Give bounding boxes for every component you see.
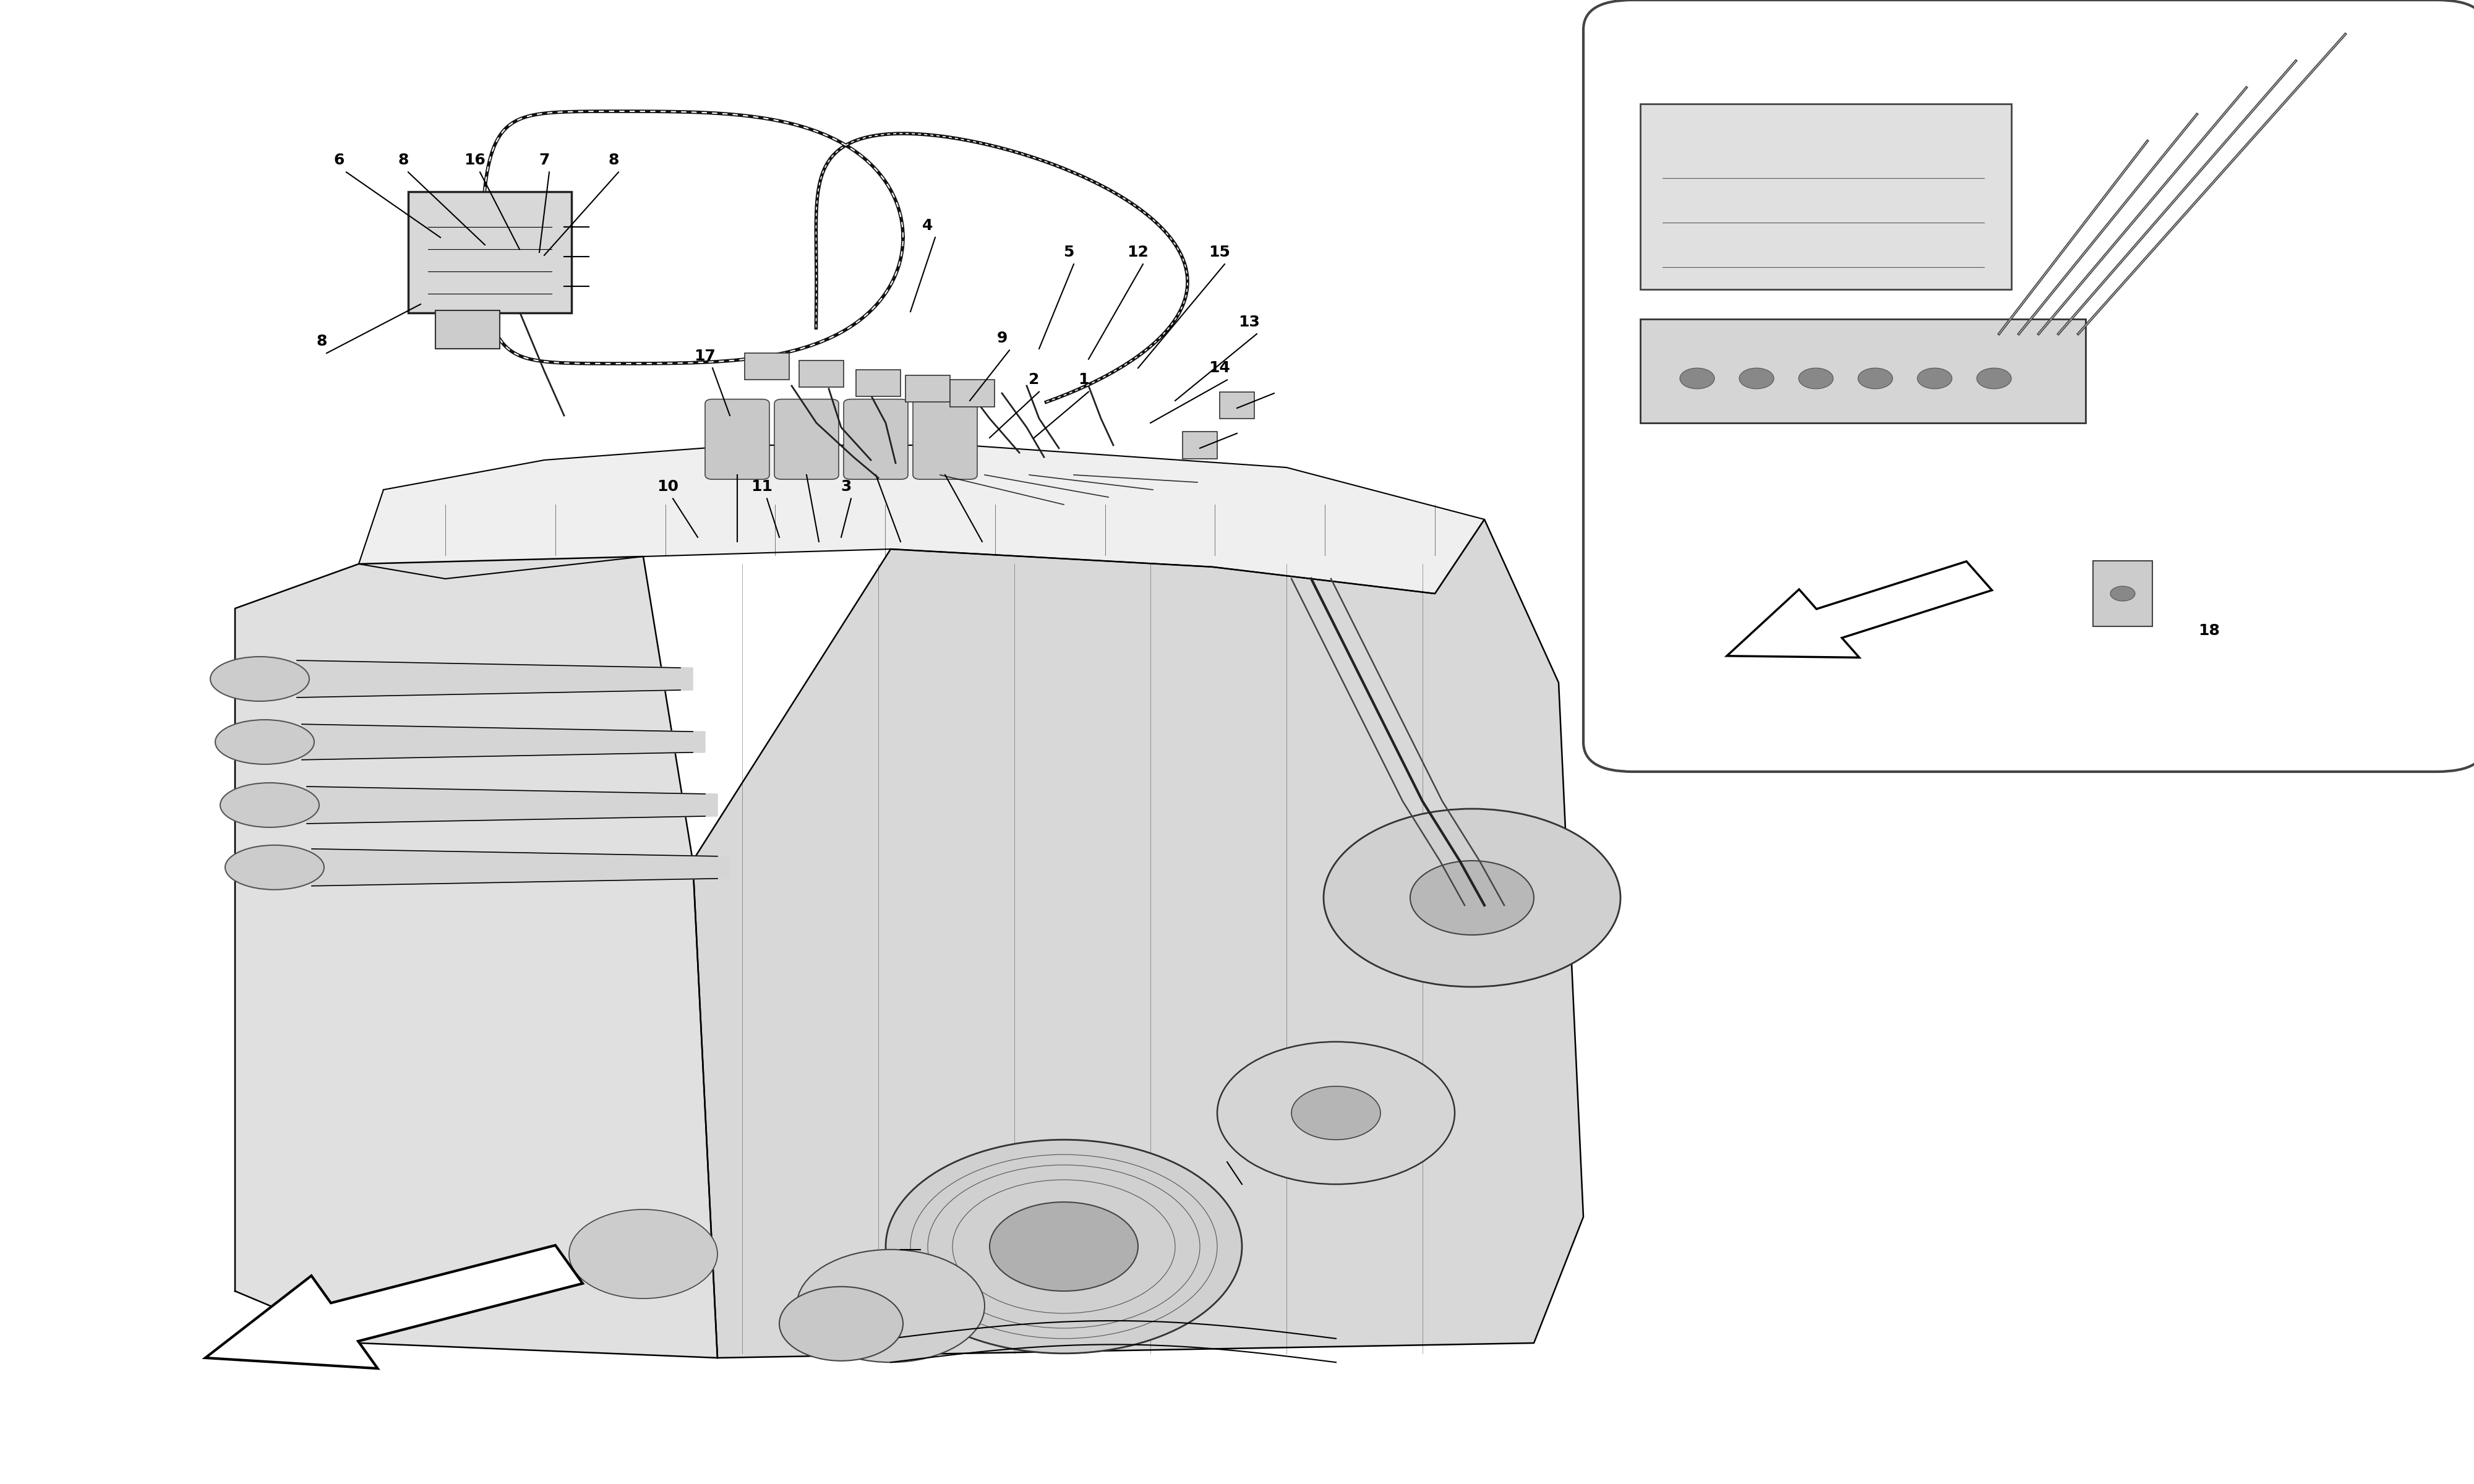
Text: 16: 16 bbox=[465, 153, 485, 168]
Text: 14: 14 bbox=[1210, 361, 1230, 375]
Ellipse shape bbox=[215, 720, 314, 764]
Text: 6: 6 bbox=[334, 153, 344, 168]
FancyBboxPatch shape bbox=[913, 399, 977, 479]
Text: 8: 8 bbox=[609, 153, 618, 168]
Polygon shape bbox=[235, 556, 717, 1358]
FancyBboxPatch shape bbox=[905, 375, 950, 402]
FancyBboxPatch shape bbox=[705, 399, 769, 479]
FancyBboxPatch shape bbox=[774, 399, 839, 479]
FancyBboxPatch shape bbox=[408, 191, 571, 313]
FancyBboxPatch shape bbox=[844, 399, 908, 479]
FancyBboxPatch shape bbox=[1640, 104, 2011, 289]
Circle shape bbox=[1858, 368, 1893, 389]
Text: 4: 4 bbox=[923, 218, 933, 233]
Polygon shape bbox=[359, 445, 1484, 594]
FancyBboxPatch shape bbox=[1183, 432, 1217, 459]
Polygon shape bbox=[302, 724, 705, 760]
Circle shape bbox=[569, 1209, 717, 1298]
Circle shape bbox=[1977, 368, 2011, 389]
FancyBboxPatch shape bbox=[856, 370, 901, 396]
Ellipse shape bbox=[220, 784, 319, 828]
Circle shape bbox=[2110, 586, 2135, 601]
Text: 1: 1 bbox=[1079, 372, 1089, 387]
FancyBboxPatch shape bbox=[950, 380, 995, 407]
Text: 11: 11 bbox=[752, 479, 772, 494]
Text: 8: 8 bbox=[398, 153, 408, 168]
Text: 15: 15 bbox=[1210, 245, 1230, 260]
Circle shape bbox=[1799, 368, 1833, 389]
Text: 9: 9 bbox=[997, 331, 1007, 346]
Polygon shape bbox=[312, 849, 730, 886]
Circle shape bbox=[1324, 809, 1620, 987]
Polygon shape bbox=[693, 519, 1583, 1358]
Circle shape bbox=[1917, 368, 1952, 389]
Text: 7: 7 bbox=[539, 153, 549, 168]
Polygon shape bbox=[307, 787, 717, 824]
FancyBboxPatch shape bbox=[745, 353, 789, 380]
Text: 10: 10 bbox=[658, 479, 678, 494]
Circle shape bbox=[990, 1202, 1138, 1291]
Text: 5: 5 bbox=[1064, 245, 1074, 260]
FancyBboxPatch shape bbox=[1640, 319, 2086, 423]
Text: 13: 13 bbox=[1239, 315, 1259, 329]
Text: 2: 2 bbox=[1029, 372, 1039, 387]
Circle shape bbox=[1410, 861, 1534, 935]
Text: 17: 17 bbox=[695, 349, 715, 364]
Polygon shape bbox=[205, 1245, 584, 1368]
Circle shape bbox=[1680, 368, 1714, 389]
Circle shape bbox=[779, 1287, 903, 1361]
Circle shape bbox=[797, 1250, 985, 1362]
FancyBboxPatch shape bbox=[435, 310, 500, 349]
Text: 8: 8 bbox=[317, 334, 327, 349]
Ellipse shape bbox=[225, 846, 324, 889]
Polygon shape bbox=[297, 660, 693, 697]
Text: 3: 3 bbox=[841, 479, 851, 494]
Polygon shape bbox=[1727, 561, 1992, 657]
FancyBboxPatch shape bbox=[1583, 0, 2474, 772]
FancyBboxPatch shape bbox=[2093, 561, 2152, 626]
FancyBboxPatch shape bbox=[1220, 392, 1254, 418]
Text: 12: 12 bbox=[1128, 245, 1148, 260]
FancyBboxPatch shape bbox=[799, 361, 844, 387]
Text: 18: 18 bbox=[2199, 623, 2219, 638]
Ellipse shape bbox=[210, 656, 309, 700]
Circle shape bbox=[886, 1140, 1242, 1353]
Circle shape bbox=[1291, 1086, 1380, 1140]
Circle shape bbox=[1739, 368, 1774, 389]
Circle shape bbox=[1217, 1042, 1455, 1184]
